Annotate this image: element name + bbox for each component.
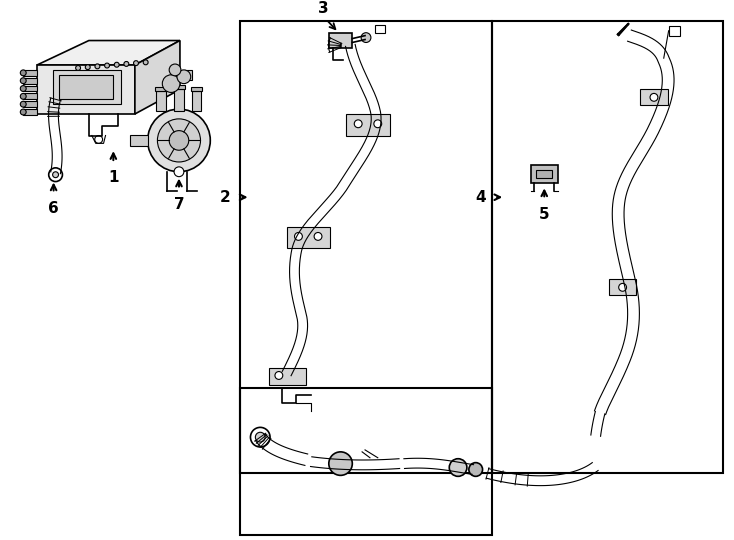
Circle shape (619, 284, 627, 291)
Text: 5: 5 (539, 207, 550, 222)
Polygon shape (37, 65, 135, 114)
Circle shape (124, 62, 128, 66)
Circle shape (374, 120, 382, 127)
Bar (23, 109, 37, 115)
Circle shape (169, 64, 181, 76)
Bar (156, 91, 166, 111)
Bar (329, 33, 352, 49)
Circle shape (95, 64, 100, 69)
Circle shape (294, 233, 302, 240)
Circle shape (21, 78, 26, 84)
Bar (23, 85, 37, 91)
Circle shape (169, 131, 189, 150)
Text: 1: 1 (108, 170, 119, 185)
Bar (493, 21, 722, 474)
Circle shape (250, 427, 270, 447)
Circle shape (143, 60, 148, 65)
Circle shape (255, 433, 265, 442)
Bar (180, 70, 192, 80)
Bar (240, 388, 493, 535)
Circle shape (21, 109, 26, 115)
Text: 3: 3 (318, 1, 328, 16)
Bar (156, 86, 167, 91)
Circle shape (21, 85, 26, 91)
Bar (269, 368, 306, 385)
Circle shape (275, 372, 283, 380)
Circle shape (361, 33, 371, 43)
Bar (173, 85, 185, 90)
Circle shape (53, 172, 59, 178)
Circle shape (469, 463, 482, 476)
Circle shape (21, 70, 26, 76)
Bar (609, 280, 636, 295)
Bar (531, 165, 558, 183)
Text: 6: 6 (48, 201, 59, 216)
Bar (346, 114, 390, 136)
Circle shape (48, 168, 62, 181)
Bar (537, 170, 552, 178)
Circle shape (95, 136, 103, 143)
Bar (53, 70, 121, 104)
Circle shape (134, 60, 139, 65)
Bar (23, 70, 37, 76)
Bar (640, 90, 668, 105)
Polygon shape (37, 40, 180, 65)
Bar (287, 227, 330, 248)
Circle shape (162, 75, 180, 92)
Circle shape (449, 458, 467, 476)
Circle shape (21, 93, 26, 99)
Circle shape (314, 233, 322, 240)
Bar (240, 21, 493, 474)
Bar (59, 75, 113, 99)
Polygon shape (135, 40, 180, 114)
Circle shape (650, 93, 658, 102)
Bar (23, 102, 37, 107)
Bar (23, 93, 37, 99)
Text: 2: 2 (220, 190, 231, 205)
Bar (375, 25, 385, 33)
Circle shape (115, 62, 119, 67)
Circle shape (21, 102, 26, 107)
Circle shape (177, 70, 191, 84)
Circle shape (329, 452, 352, 475)
Circle shape (105, 63, 109, 68)
Circle shape (355, 120, 362, 127)
Bar (669, 26, 680, 36)
Bar (130, 134, 148, 146)
Bar (191, 86, 203, 91)
Circle shape (174, 167, 184, 177)
Bar (23, 78, 37, 84)
Bar (174, 90, 184, 111)
Circle shape (76, 65, 81, 70)
Circle shape (85, 65, 90, 70)
Text: 7: 7 (174, 197, 184, 212)
Circle shape (157, 119, 200, 162)
Circle shape (148, 109, 211, 172)
Text: 4: 4 (475, 190, 485, 205)
Bar (192, 91, 202, 111)
